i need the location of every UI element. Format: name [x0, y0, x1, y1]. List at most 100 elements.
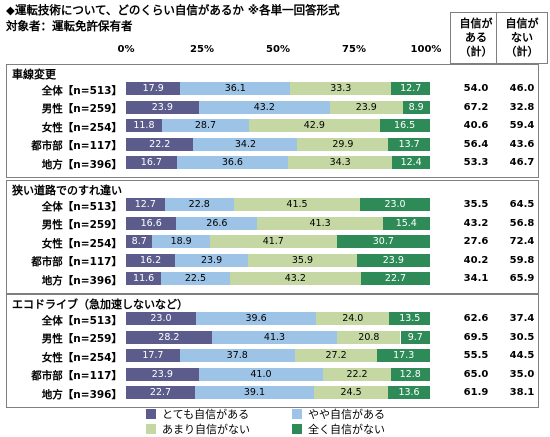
bar-segment: 23.9: [329, 100, 403, 114]
legend-swatch: [146, 424, 156, 434]
bar-segment: 18.9: [152, 235, 210, 249]
bar-segment: 34.3: [288, 156, 393, 170]
confident-total-value: 62.6: [463, 313, 489, 324]
bar-segment: 24.0: [316, 312, 390, 325]
not-confident-total-value: 64.5: [509, 199, 535, 210]
legend-label: あまり自信がない: [162, 423, 250, 436]
bar-segment: 20.8: [337, 330, 401, 344]
bar-segment: 22.2: [323, 367, 391, 381]
not-confident-total-value: 38.1: [509, 387, 535, 399]
row-label: 都市部【n=117】: [31, 256, 122, 269]
legend-label: やや自信がある: [308, 408, 385, 421]
not-confident-total-value: 46.7: [509, 157, 535, 169]
legend-swatch: [292, 424, 302, 434]
confident-total-value: 53.3: [463, 157, 489, 169]
confident-total-value: 40.6: [463, 120, 489, 132]
bar-segment: 41.5: [233, 198, 361, 211]
stacked-bar: 16.2 23.9 35.9 23.9: [126, 253, 430, 267]
not-confident-total-value: 32.8: [509, 101, 535, 113]
stacked-bar: 12.7 22.8 41.5 23.0: [126, 198, 430, 211]
stacked-bar: 16.7 36.6 34.3 12.4: [126, 156, 430, 170]
bar-segment: 8.7: [126, 235, 153, 249]
legend-item: とても自信がある: [146, 406, 249, 422]
bar-segment: 12.7: [391, 82, 430, 95]
row-label: 女性【n=254】: [41, 351, 122, 364]
bar-segment: 35.9: [247, 253, 358, 267]
x-tick-label: 100%: [410, 44, 442, 55]
bar-segment: 23.9: [175, 253, 248, 267]
not-confident-total-header: 自信が ない （計）: [496, 12, 548, 64]
row-label: 全体【n=513】: [41, 314, 122, 327]
group-title: 車線変更: [12, 68, 56, 81]
legend-label: 全く自信がない: [308, 423, 385, 436]
row-label: 地方【n=396】: [41, 274, 122, 287]
bar-segment: 43.2: [198, 100, 330, 114]
bar-segment: 30.7: [336, 235, 430, 249]
not-confident-total-value: 65.9: [509, 273, 535, 285]
x-tick-label: 75%: [342, 44, 366, 55]
not-confident-total-value: 46.0: [509, 83, 535, 94]
legend-item: やや自信がある: [292, 406, 385, 422]
not-confident-total-value: 59.4: [509, 120, 535, 132]
bar-segment: 23.9: [357, 253, 430, 267]
bar-segment: 12.4: [392, 156, 430, 170]
bar-segment: 27.2: [294, 349, 378, 363]
stacked-bar: 23.9 43.2 23.9 8.9: [126, 100, 430, 114]
row-label: 都市部【n=117】: [31, 140, 122, 153]
bar-segment: 17.3: [377, 349, 430, 363]
legend-item: あまり自信がない: [146, 421, 250, 437]
bar-segment: 22.7: [126, 386, 195, 400]
bar-segment: 16.5: [379, 119, 430, 133]
row-label: 全体【n=513】: [41, 200, 122, 213]
bar-segment: 34.2: [193, 137, 298, 151]
confident-total-value: 65.0: [463, 368, 489, 380]
bar-segment: 37.8: [179, 349, 295, 363]
stacked-bar: 11.6 22.5 43.2 22.7: [126, 272, 430, 286]
bar-segment: 28.2: [126, 330, 212, 344]
confident-total-header: 自信が ある （計）: [450, 12, 502, 64]
legend-label: とても自信がある: [162, 408, 250, 421]
row-label: 全体【n=513】: [41, 84, 122, 97]
bar-segment: 15.4: [382, 216, 430, 230]
row-label: 男性【n=259】: [41, 219, 122, 232]
bar-segment: 13.5: [389, 312, 431, 325]
not-confident-total-value: 43.6: [509, 138, 535, 150]
not-confident-total-value: 72.4: [509, 236, 535, 248]
stacked-bar: 11.8 28.7 42.9 16.5: [126, 119, 430, 133]
confident-total-value: 54.0: [463, 83, 489, 94]
confident-total-value: 35.5: [463, 199, 489, 210]
stacked-bar: 17.7 37.8 27.2 17.3: [126, 349, 430, 363]
bar-segment: 41.3: [211, 330, 338, 344]
bar-segment: 17.7: [126, 349, 180, 363]
confident-total-value: 67.2: [463, 101, 489, 113]
stacked-bar: 17.9 36.1 33.3 12.7: [126, 82, 430, 95]
bar-segment: 29.9: [297, 137, 389, 151]
row-label: 女性【n=254】: [41, 121, 122, 134]
bar-segment: 28.7: [161, 119, 250, 133]
confident-total-value: 40.2: [463, 254, 489, 266]
bar-segment: 9.7: [400, 330, 430, 344]
bar-segment: 11.8: [126, 119, 162, 133]
bar-segment: 23.9: [126, 367, 199, 381]
stacked-bar: 28.2 41.3 20.8 9.7: [126, 330, 430, 344]
bar-segment: 16.7: [126, 156, 177, 170]
bar-segment: 39.1: [195, 386, 314, 400]
not-confident-total-value: 44.5: [509, 350, 535, 362]
bar-segment: 22.7: [360, 272, 430, 286]
x-tick-label: 0%: [117, 44, 135, 55]
bar-segment: 17.9: [126, 82, 181, 95]
row-label: 男性【n=259】: [41, 333, 122, 346]
confident-total-value: 55.5: [463, 350, 489, 362]
bar-segment: 23.9: [126, 100, 199, 114]
confident-total-value: 27.6: [463, 236, 489, 248]
legend-swatch: [292, 409, 302, 419]
bar-segment: 22.8: [164, 198, 234, 211]
legend-swatch: [146, 409, 156, 419]
chart-title: ◆運転技術について、どのくらい自信があるか ※各単一回答形式: [6, 3, 340, 17]
confident-total-value: 69.5: [463, 331, 489, 343]
bar-segment: 13.6: [388, 386, 430, 400]
stacked-bar: 22.2 34.2 29.9 13.7: [126, 137, 430, 151]
confident-total-value: 34.1: [463, 273, 489, 285]
bar-segment: 11.6: [126, 272, 162, 286]
row-label: 地方【n=396】: [41, 388, 122, 401]
